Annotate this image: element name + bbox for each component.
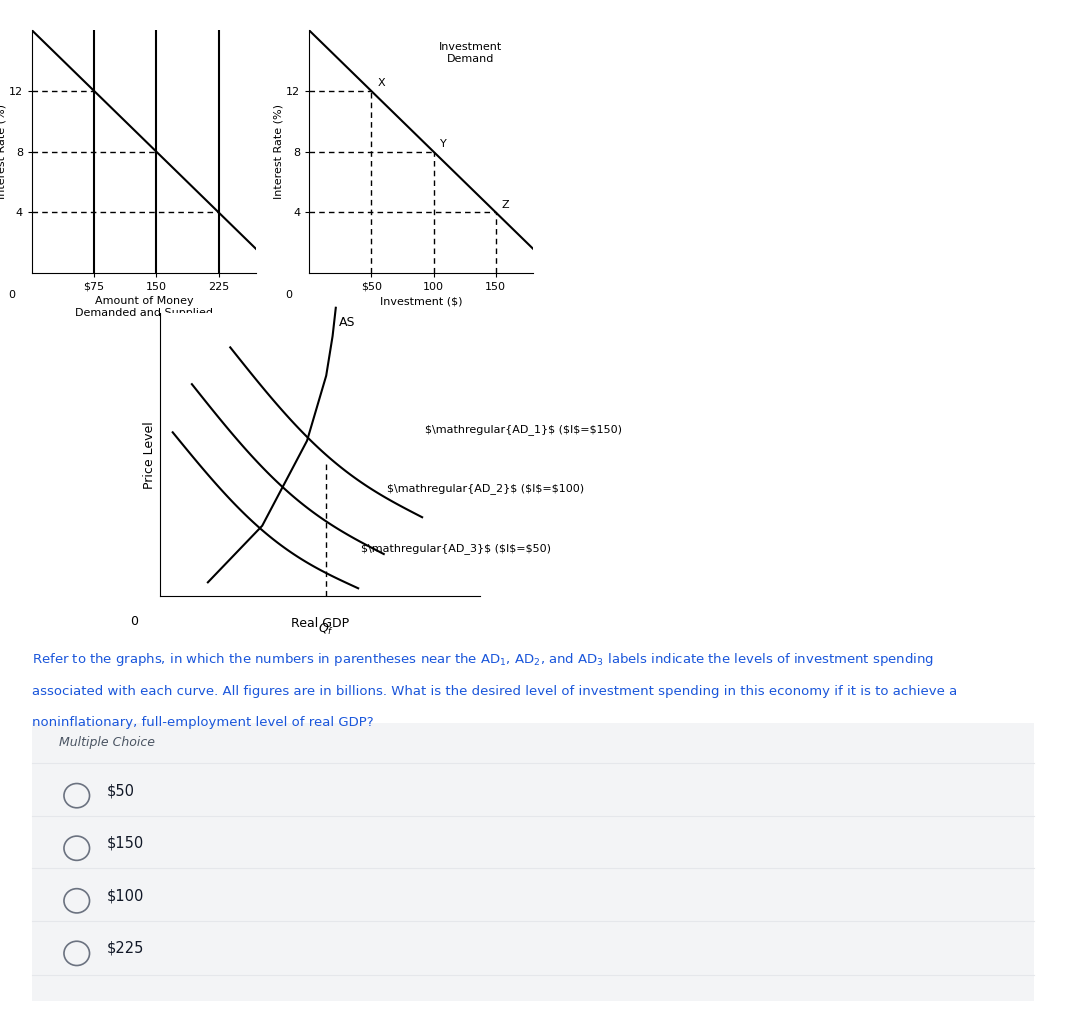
Text: X: X	[377, 79, 385, 88]
Text: AS: AS	[339, 316, 355, 330]
Text: noninflationary, full-employment level of real GDP?: noninflationary, full-employment level o…	[32, 716, 373, 729]
Y-axis label: Interest Rate (%): Interest Rate (%)	[0, 104, 6, 199]
Text: $225: $225	[107, 941, 144, 955]
X-axis label: Real GDP: Real GDP	[291, 618, 349, 630]
Text: $\mathregular{AD_3}$ ($I$=$50): $\mathregular{AD_3}$ ($I$=$50)	[361, 543, 551, 554]
Text: Multiple Choice: Multiple Choice	[59, 736, 155, 749]
Text: $\mathregular{AD_1}$ ($I$=$150): $\mathregular{AD_1}$ ($I$=$150)	[425, 424, 623, 435]
Text: 0: 0	[286, 290, 292, 300]
Text: 0: 0	[130, 616, 139, 629]
Text: $\mathregular{AD_2}$ ($I$=$100): $\mathregular{AD_2}$ ($I$=$100)	[387, 483, 584, 494]
Text: $Q_f$: $Q_f$	[318, 622, 335, 637]
Text: Z: Z	[502, 200, 510, 209]
Text: 0: 0	[9, 290, 15, 300]
Y-axis label: Price Level: Price Level	[143, 421, 156, 489]
X-axis label: Amount of Money
Demanded and Supplied: Amount of Money Demanded and Supplied	[75, 296, 213, 317]
Text: $150: $150	[107, 836, 144, 850]
X-axis label: Investment ($): Investment ($)	[379, 296, 463, 306]
Bar	[32, 723, 1034, 1001]
Text: Y: Y	[440, 140, 447, 149]
Y-axis label: Interest Rate (%): Interest Rate (%)	[273, 104, 284, 199]
Text: Investment
Demand: Investment Demand	[439, 42, 502, 64]
Text: Refer to the graphs, in which the numbers in parentheses near the AD$_1$, AD$_2$: Refer to the graphs, in which the number…	[32, 651, 934, 668]
Text: $100: $100	[107, 889, 144, 903]
Text: $50: $50	[107, 784, 134, 798]
Text: associated with each curve. All figures are in billions. What is the desired lev: associated with each curve. All figures …	[32, 685, 957, 699]
